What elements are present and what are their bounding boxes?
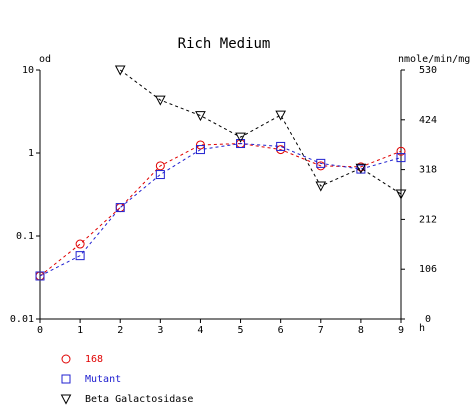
point-marker-circle (195, 140, 205, 150)
point-marker-triangle (275, 110, 286, 121)
series-line (39, 143, 402, 277)
right-tick-label: 424 (419, 115, 437, 126)
point-marker-circle (396, 146, 406, 156)
point-marker-square (236, 139, 246, 149)
right-tick-label: 530 (419, 65, 437, 76)
series-168 (35, 139, 406, 281)
x-tick-label: 0 (37, 325, 43, 336)
point-marker-triangle (355, 163, 367, 174)
point-marker-triangle (114, 65, 126, 76)
left-tick-label: 0.01 (10, 314, 34, 325)
point-marker-square (61, 374, 71, 384)
right-tick-label: 318 (419, 165, 437, 176)
x-tick-label: 8 (358, 325, 364, 336)
point-marker-circle (75, 239, 85, 249)
point-marker-triangle (315, 181, 327, 192)
point-marker-circle (61, 354, 71, 364)
point-marker-square (35, 271, 45, 281)
point-marker-circle (155, 161, 165, 171)
legend: 168 Mutant Beta Galactosidase (60, 354, 193, 405)
left-tick-label: 10 (22, 65, 34, 76)
right-tick-label: 212 (419, 214, 437, 225)
series-layer (35, 65, 407, 281)
legend-label: 168 (85, 354, 103, 365)
legend-label: Beta Galactosidase (85, 394, 193, 405)
point-marker-triangle (60, 394, 72, 405)
series-beta-galactosidase (114, 65, 407, 200)
legend-item: 168 (61, 354, 103, 365)
x-tick-label: 7 (318, 325, 324, 336)
point-marker-triangle (195, 111, 206, 122)
series-mutant (35, 139, 406, 281)
legend-item: Beta Galactosidase (60, 394, 193, 405)
point-marker-triangle (395, 189, 407, 200)
right-axis-label: nmole/min/mg (398, 54, 470, 65)
x-tick-label: 2 (117, 325, 123, 336)
point-marker-square (396, 153, 406, 163)
point-marker-square (75, 251, 85, 261)
series-line (119, 69, 402, 195)
right-tick-label: 0 (425, 314, 431, 325)
x-tick-label: 3 (157, 325, 163, 336)
legend-item: Mutant (61, 374, 121, 385)
series-line (39, 143, 402, 277)
point-marker-square (316, 158, 326, 168)
x-tick-label: 5 (238, 325, 244, 336)
point-marker-square (115, 203, 125, 213)
x-tick-label: 9 (398, 325, 404, 336)
point-marker-square (195, 145, 205, 155)
x-axis-label: h (419, 323, 425, 334)
point-marker-triangle (155, 95, 166, 106)
chart-title: Rich Medium (178, 36, 271, 52)
x-tick-label: 1 (77, 325, 83, 336)
left-tick-label: 1 (28, 148, 34, 159)
x-tick-label: 4 (197, 325, 203, 336)
point-marker-triangle (235, 132, 246, 143)
left-tick-label: 0.1 (16, 231, 34, 242)
right-tick-label: 106 (419, 264, 437, 275)
legend-label: Mutant (85, 374, 121, 385)
ticks-group: 0 1 2 3 4 5 6 7 8 9 10 1 0.1 0.01 530 424 318 212 106 0 (10, 65, 437, 336)
axes-group (39, 70, 402, 320)
point-marker-square (276, 141, 286, 151)
point-marker-square (155, 170, 165, 180)
left-axis-label: od (39, 54, 51, 65)
x-tick-label: 6 (278, 325, 284, 336)
